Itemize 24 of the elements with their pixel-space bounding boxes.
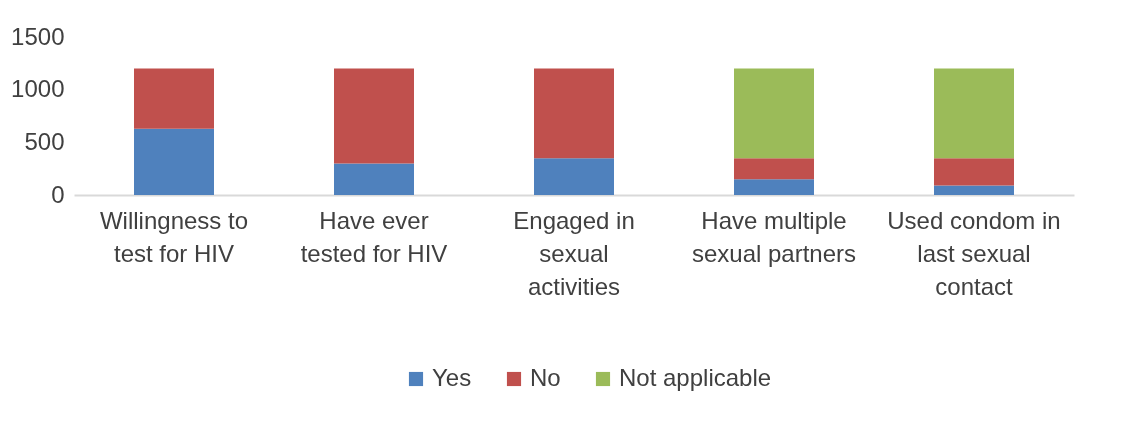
bar <box>734 179 814 195</box>
bar <box>134 68 214 129</box>
legend-label: Yes <box>432 364 472 391</box>
x-tick-label: Have multiple sexual partners <box>691 206 857 267</box>
bar <box>734 68 814 159</box>
bar <box>934 158 1014 186</box>
y-tick-label: 1500 <box>11 22 65 50</box>
y-tick-label: 0 <box>51 180 65 208</box>
legend-label: Not applicable <box>619 364 772 391</box>
x-tick-label: Have ever tested for HIV <box>300 206 448 267</box>
x-tick-label: Willingness to test for HIV <box>99 206 249 267</box>
y-tick-label: 1000 <box>11 75 65 103</box>
legend-label: No <box>530 364 561 391</box>
bar <box>334 163 414 195</box>
bar <box>334 68 414 164</box>
x-tick-label: Engaged in sexual activities <box>513 206 635 300</box>
bar <box>934 68 1014 159</box>
x-tick-label: Used condom in last sexual contact <box>887 206 1061 300</box>
bar <box>934 185 1014 195</box>
bar <box>734 158 814 180</box>
y-tick-label: 500 <box>24 127 65 155</box>
bar <box>534 68 614 159</box>
bar <box>534 158 614 195</box>
bar <box>134 128 214 195</box>
